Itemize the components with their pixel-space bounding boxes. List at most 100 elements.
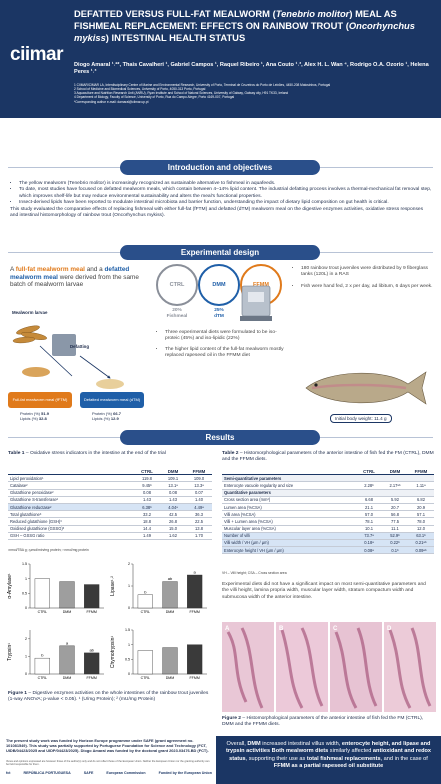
- significance-letter: ab: [168, 576, 173, 581]
- arrow: [39, 345, 110, 378]
- cell: 42.5: [160, 510, 186, 519]
- y-tick-label: 0.5: [125, 658, 130, 662]
- figure-caption: Figure 1 – Digestive enzymes activities …: [8, 691, 212, 703]
- logo: REPÚBLICA PORTUGUESA: [23, 771, 71, 775]
- table-row: Total glutathione³ 33.2 42.5 36.3: [8, 510, 212, 519]
- x-tick-label: DMM: [166, 676, 175, 680]
- cell: 1.49: [134, 532, 160, 540]
- bullet-list: Three experimental diets were formulated…: [156, 330, 286, 360]
- section-label: Quantitative parameters: [222, 489, 434, 497]
- cell: 20.7: [382, 503, 408, 512]
- lead-part: were derived from the same batch of meal…: [10, 273, 139, 289]
- row-label: GSH – GSSG ratio: [8, 532, 134, 540]
- section-row: Quantitative parameters: [222, 489, 434, 497]
- conclusion-part: DMM: [247, 741, 261, 747]
- meal-pile: [96, 379, 124, 389]
- diet-label: 25% dTM: [200, 308, 238, 320]
- diet-circle: DMM: [198, 264, 240, 306]
- significance-letter: a: [66, 640, 69, 645]
- bar: [162, 647, 178, 675]
- title-part: Tenebrio molitor: [275, 8, 350, 19]
- row-label: Villi area (%CSA): [222, 510, 356, 519]
- table-row: Glutathione S-transferase² 1.43 1.43 1.40: [8, 496, 212, 504]
- column-header: CTRL: [134, 468, 160, 476]
- table-row: Villi + Lumen area (%CSA) 78.1 77.5 78.0: [222, 517, 434, 526]
- cell: 20.9: [408, 503, 434, 512]
- panel-label: B: [279, 626, 284, 632]
- lead-part: and a: [84, 266, 105, 273]
- section-label: Semi-quantitative parameters: [222, 474, 434, 483]
- y-axis-label: Trypsin¹: [7, 643, 13, 661]
- section-row: Semi-quantitative parameters: [222, 474, 434, 483]
- bullet: To date, most studies have focused on de…: [19, 187, 432, 200]
- row-label: Cross section area (mm²): [222, 496, 356, 504]
- table-row: Villi area (%CSA) 57.0 56.8 57.1: [222, 510, 434, 519]
- cell: 33.2: [134, 510, 160, 519]
- column-header: DMM: [160, 468, 186, 476]
- table-row: Muscular layer area (%CSA) 10.1 11.1 12.0: [222, 525, 434, 533]
- cell: 13.3ᵃ: [186, 481, 212, 490]
- cell: 13.8: [186, 525, 212, 533]
- x-tick-label: DMM: [166, 610, 175, 614]
- conclusion-part: Both mealworm diets: [271, 748, 329, 755]
- cell: 57.1: [408, 510, 434, 519]
- cell: 4.49ᵃ: [186, 503, 212, 512]
- row-label: Glutathione S-transferase²: [8, 496, 134, 504]
- y-tick-label: 0.5: [22, 592, 27, 596]
- header-row: CTRL DMM FFMM: [8, 468, 212, 476]
- row-label: Villi width / VH (µm / µm): [222, 539, 356, 548]
- fish: [305, 371, 427, 405]
- caption-part: – Digestive enzymes activities on the wh…: [8, 691, 209, 703]
- histology-text: Experimental diets did not have a signif…: [222, 582, 426, 600]
- caption-part: Table 1: [8, 451, 25, 456]
- cell: 78.1: [356, 517, 382, 526]
- bar: [59, 581, 75, 609]
- significance-letter: ab: [89, 647, 94, 652]
- data-table: CTRL DMM FFMM Semi-quantitative parameters E…: [222, 468, 434, 555]
- cell: 0.08: [160, 489, 186, 497]
- table: CTRL DMM FFMM Semi-quantitative parameters E…: [222, 468, 434, 555]
- diet-notes: Three experimental diets were formulated…: [156, 330, 286, 364]
- caption-part: – Oxidative stress indicators in the int…: [24, 451, 166, 456]
- cell: 6.68: [356, 496, 382, 504]
- row-label: Lipid peroxidation¹: [8, 474, 134, 483]
- row-label: Muscular layer area (%CSA): [222, 525, 356, 533]
- table-caption: Table 2 – Histomorphological parameters …: [222, 451, 434, 463]
- caption-part: Figure 2: [222, 716, 242, 721]
- caption-part: – Histomorphological parameters of the a…: [222, 716, 424, 728]
- y-tick-label: 2: [25, 637, 27, 641]
- y-tick-label: 1: [25, 577, 27, 581]
- header: ciimar DEFATTED VERSUS FULL-FAT MEALWORM…: [0, 0, 441, 118]
- cell: 36.3: [186, 510, 212, 519]
- y-tick-label: 1: [128, 584, 130, 588]
- lead-part: full-fat mealworm meal: [15, 266, 85, 273]
- cell: 0.18ᵃ: [356, 539, 382, 548]
- affiliation: 1 CIIMAR/CIMAR LA, Interdisciplinary Cen…: [74, 83, 331, 87]
- conclusion-part: increased intestinal villus width,: [260, 741, 342, 747]
- larvae: [12, 325, 48, 344]
- figure-2: A B C D: [222, 622, 436, 712]
- x-tick-label: FFMM: [189, 610, 199, 614]
- column-header: FFMM: [408, 468, 434, 476]
- x-tick-label: FFMM: [86, 676, 96, 680]
- row-label: Glutathione reductase²: [8, 503, 134, 512]
- cell: 15.0: [160, 525, 186, 533]
- column-header: DMM: [382, 468, 408, 476]
- conclusion-part: similarly affected: [328, 748, 373, 755]
- bullet: The higher lipid content of the full-fat…: [165, 347, 286, 360]
- bar: [84, 652, 100, 675]
- summary: This study evaluated the comparative eff…: [10, 206, 424, 218]
- column-header: FFMM: [186, 468, 212, 476]
- bar: [59, 645, 75, 675]
- cell: 11.1: [382, 525, 408, 533]
- conclusion-part: total fishmeal replacements: [306, 755, 381, 762]
- affiliations: 1 CIIMAR/CIMAR LA, Interdisciplinary Cen…: [74, 83, 434, 104]
- figure-1: α-Amylase¹ 0 0.5 1 1.5 CTRL DMM FFMM Lipase¹˒² 0 1…: [7, 562, 207, 680]
- logos: fct REPÚBLICA PORTUGUESA SAFE European Comm…: [6, 771, 212, 775]
- cell: 1.62: [160, 532, 186, 540]
- conclusion-part: antioxidant and redox status: [229, 748, 432, 762]
- logo: ciimar: [10, 44, 63, 65]
- table-row: Number of villi 73.7ᵃ 52.9ᵇ 63.1ᵇ: [222, 532, 434, 540]
